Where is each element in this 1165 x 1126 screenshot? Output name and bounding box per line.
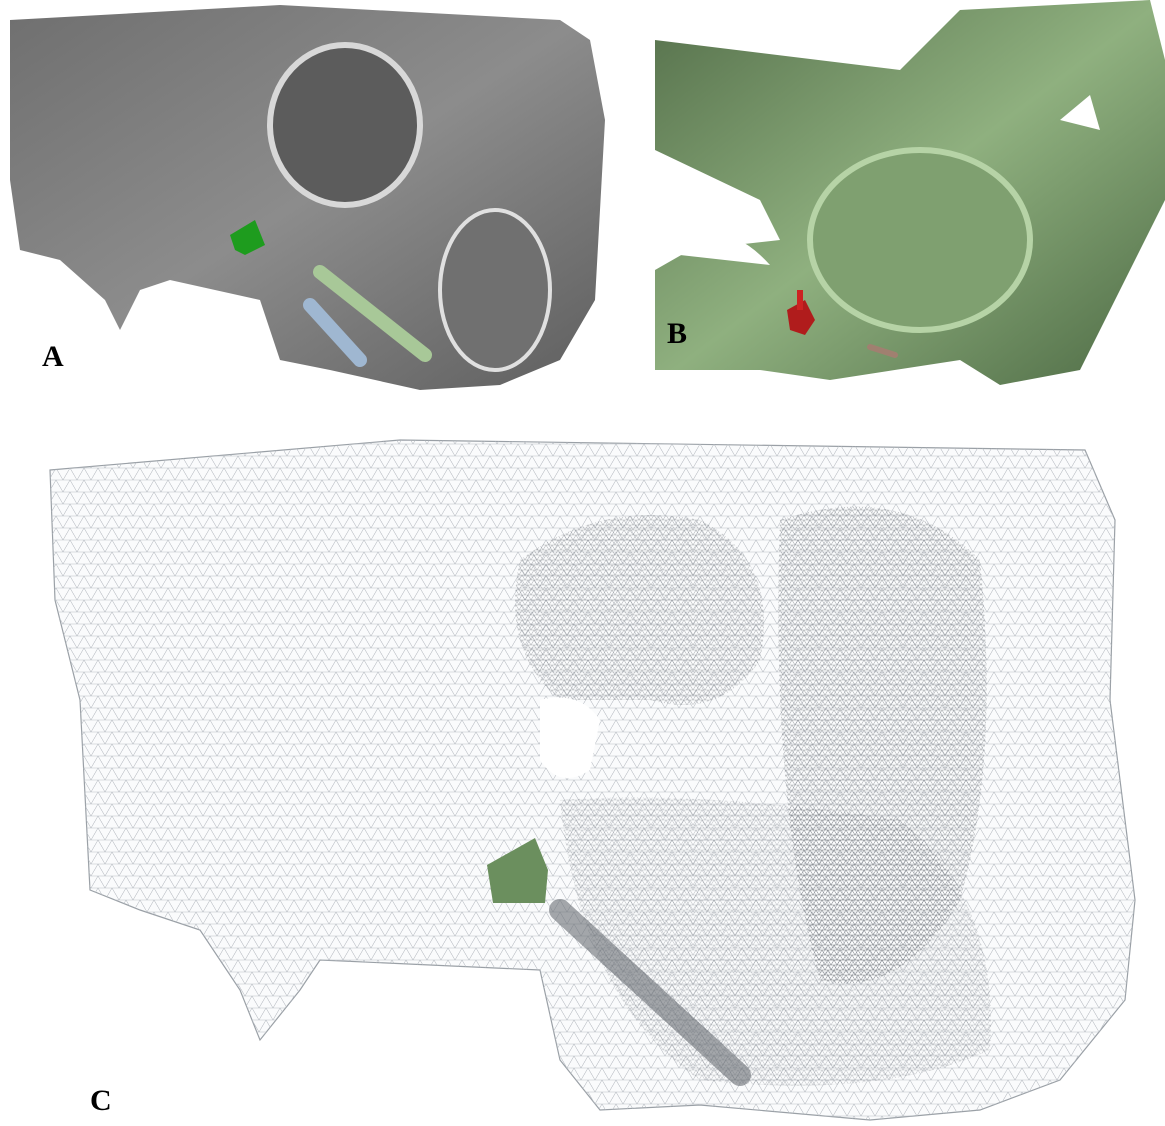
orbit xyxy=(810,150,1030,330)
panel-a: A xyxy=(10,5,605,390)
orbit-mesh xyxy=(515,515,764,705)
cavity xyxy=(440,210,550,370)
page: {"panels": [{"label": "A"}, {"label": "B… xyxy=(0,0,1165,1126)
panel-b: B xyxy=(655,0,1165,385)
figure: A B C xyxy=(0,0,1165,1126)
panel-label: B xyxy=(667,317,687,350)
panel-label: C xyxy=(90,1084,112,1117)
panel-c: C xyxy=(50,440,1135,1120)
panel-label: A xyxy=(42,340,64,373)
orbit xyxy=(270,45,420,205)
